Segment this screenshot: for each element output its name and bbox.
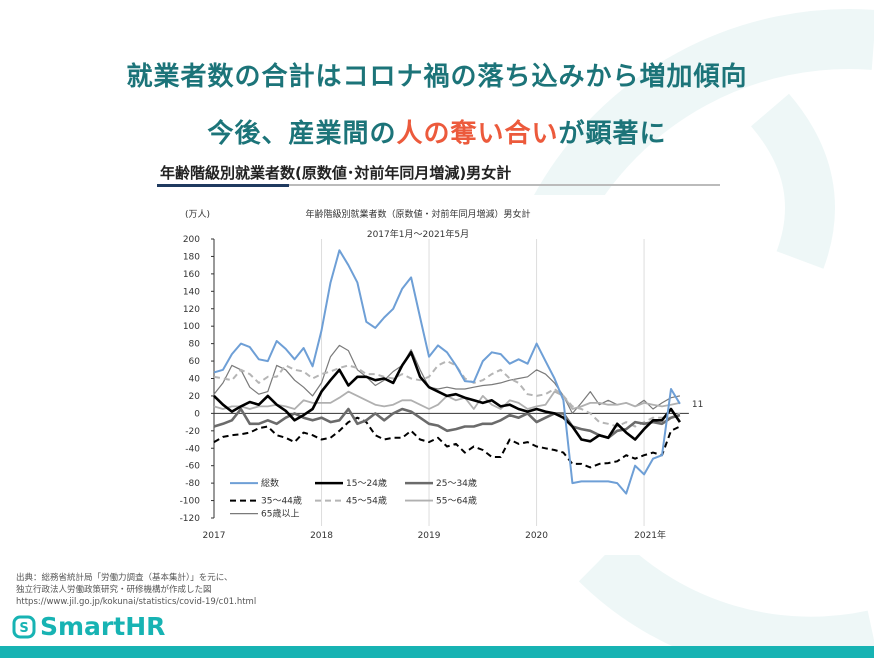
section-title: 年齢階級別就業者数(原数値･対前年同月増減)男女計 (160, 164, 512, 182)
y-tick-label: 160 (183, 270, 200, 280)
x-tick-label: 2020 (525, 531, 548, 541)
y-tick-label: 200 (183, 235, 200, 245)
headline-line-1: 就業者数の合計はコロナ禍の落ち込みから増加傾向 (126, 62, 748, 92)
source-line: 出典：総務省統計局「労働力調査（基本集計）」を元に、 (16, 573, 233, 583)
series-line-0 (213, 249, 681, 495)
smarthr-logo: S SmartHR (12, 612, 165, 641)
y-tick-label: 140 (183, 287, 200, 297)
legend-label: 15～24歳 (346, 477, 387, 489)
y-tick-label: 100 (183, 322, 200, 332)
line-chart: (万人) 年齢階級別就業者数（原数値・対前年同月増減）男女計 2017年1月～2… (160, 195, 720, 555)
headline-highlight: 人の奪い合い (396, 119, 559, 149)
y-tick-label: 40 (189, 375, 201, 385)
y-tick-label: 120 (183, 305, 200, 315)
y-tick-label: -120 (180, 514, 201, 524)
chart-title: 年齢階級別就業者数（原数値・対前年同月増減）男女計 (305, 208, 530, 220)
y-tick-label: -40 (185, 444, 200, 454)
series-line-3 (213, 416, 681, 469)
end-value-label: 11 (692, 400, 703, 410)
source-url[interactable]: https://www.jil.go.jp/kokunai/statistics… (16, 597, 257, 607)
y-tick-label: -20 (185, 427, 200, 437)
source-citation: 出典：総務省統計局「労働力調査（基本集計）」を元に、 独立行政法人労働政策研究・… (16, 572, 256, 608)
section-divider (157, 184, 720, 187)
legend-label: 総数 (261, 477, 279, 489)
y-tick-label: 60 (189, 357, 201, 367)
y-tick-label: 180 (183, 252, 200, 262)
legend-label: 65歳以上 (261, 508, 299, 520)
x-tick-label: 2019 (418, 531, 441, 541)
y-tick-label: -60 (185, 462, 200, 472)
y-tick-label: -100 (180, 497, 201, 507)
x-tick-label: 2018 (310, 531, 333, 541)
logo-text: SmartHR (40, 612, 166, 641)
legend-label: 55～64歳 (436, 495, 477, 507)
headline-line-2: 今後、産業間の人の奪い合いが顕著に (0, 113, 874, 150)
y-tick-label: 0 (194, 409, 200, 419)
svg-text:S: S (19, 621, 28, 636)
headline-text: が顕著に (558, 119, 667, 149)
legend-label: 25～34歳 (436, 477, 477, 489)
y-tick-label: 20 (189, 392, 201, 402)
headline-text: 今後、産業間の (207, 119, 397, 149)
series-line-1 (213, 351, 681, 443)
x-tick-label: 2017 (203, 531, 226, 541)
footer-bar (0, 646, 874, 658)
series-line-4 (213, 360, 681, 428)
y-tick-label: -80 (185, 479, 200, 489)
source-line: 独立行政法人労働政策研究・研修機構が作成した図 (16, 585, 212, 595)
legend-label: 45～54歳 (346, 495, 387, 507)
chart-subtitle: 2017年1月～2021年5月 (367, 228, 469, 240)
legend-label: 35～44歳 (261, 495, 302, 507)
x-tick-label: 2021年 (634, 529, 666, 541)
smarthr-s-icon: S (12, 615, 36, 638)
y-axis-unit: (万人) (185, 209, 210, 220)
y-tick-label: 80 (189, 340, 201, 350)
